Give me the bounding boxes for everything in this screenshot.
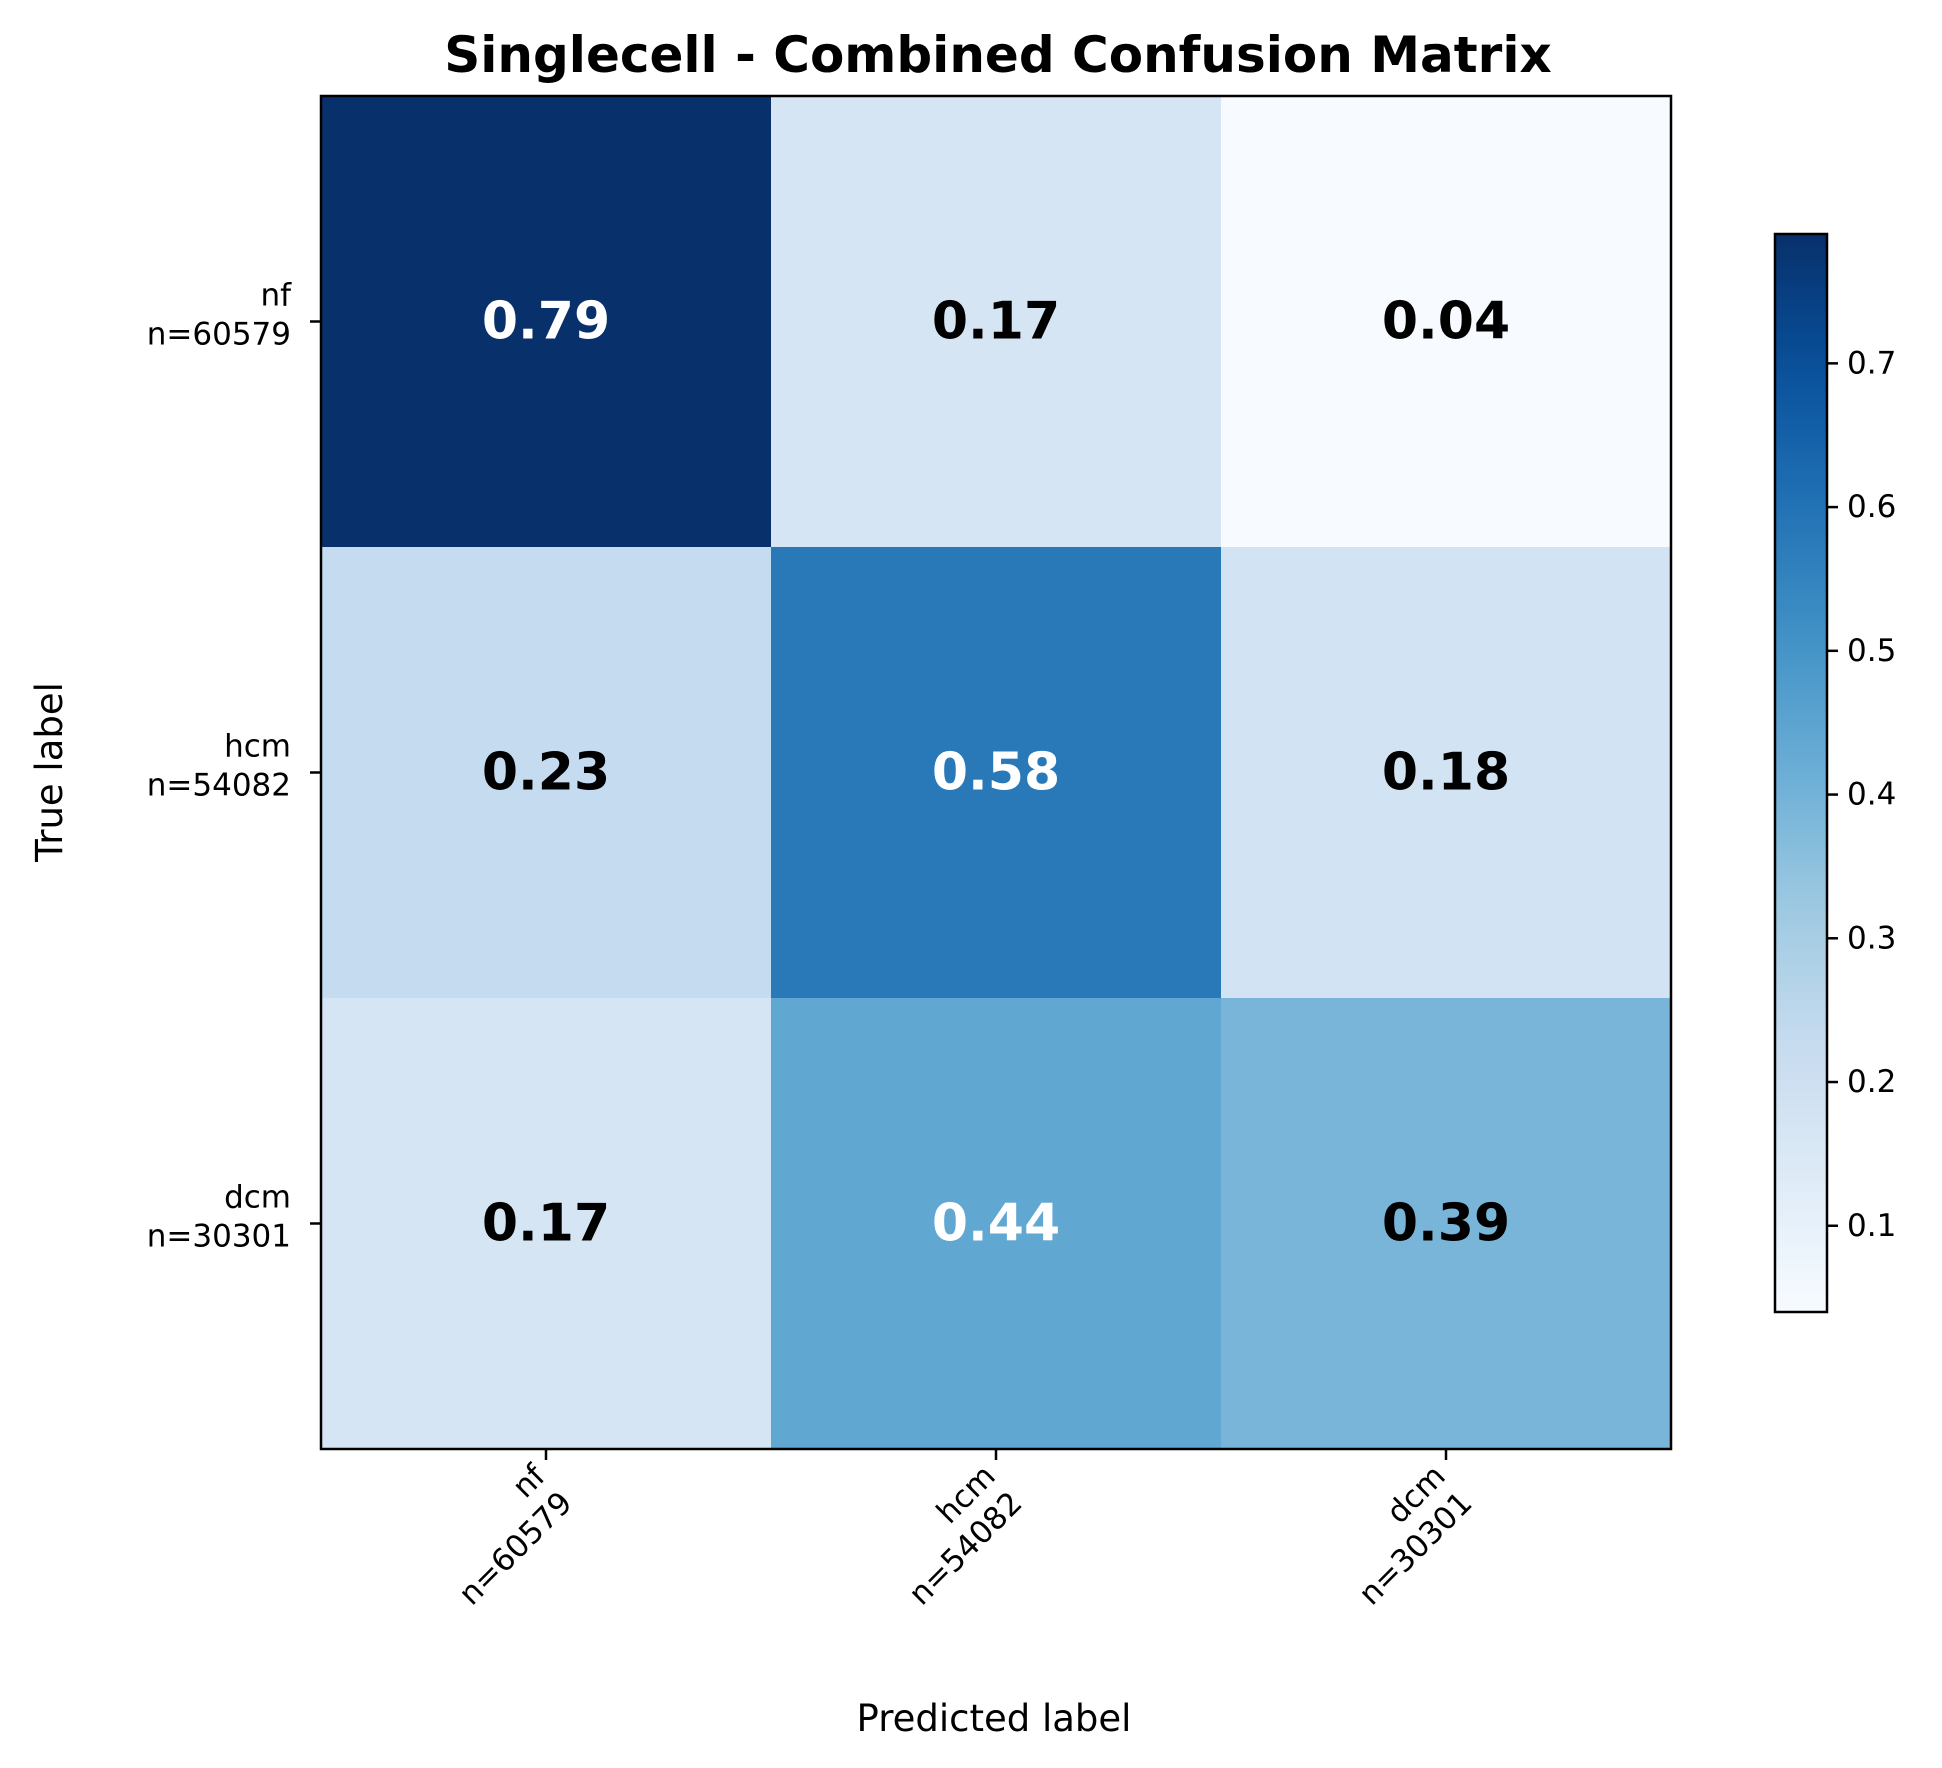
colorbar	[1773, 232, 1829, 1314]
heatmap-cell-dcm-nf	[321, 998, 772, 1450]
y-tick-label-count: n=60579	[147, 317, 291, 353]
heatmap-cell-hcm-hcm	[771, 547, 1222, 999]
cell-value-label: 0.44	[932, 1194, 1060, 1254]
y-tick-label-name: hcm	[224, 729, 291, 765]
colorbar-tick-label: 0.4	[1847, 777, 1896, 813]
heatmap-cell-hcm-dcm	[1221, 547, 1672, 999]
heatmap-cell-nf-dcm	[1221, 96, 1672, 548]
heatmap-cell-nf-nf	[321, 96, 772, 548]
heatmap-cell-nf-hcm	[771, 96, 1222, 548]
colorbar-ticks: 0.1 0.2 0.3 0.4 0.5 0.6 0.7	[1827, 345, 1896, 1244]
heatmap-cell-dcm-dcm	[1221, 998, 1672, 1450]
cell-value-label: 0.04	[1382, 292, 1510, 352]
x-axis-label: Predicted label	[857, 1697, 1132, 1740]
cell-value-label: 0.17	[932, 292, 1060, 352]
x-tick-label-count: n=60579	[452, 1485, 579, 1612]
colorbar-tick-label: 0.7	[1847, 345, 1896, 381]
heatmap-cells	[321, 96, 1672, 1450]
y-tick-label-name: dcm	[224, 1180, 291, 1216]
colorbar-tick-label: 0.6	[1847, 489, 1896, 525]
heatmap-cell-dcm-hcm	[771, 998, 1222, 1450]
y-axis-label: True label	[28, 682, 71, 863]
chart-title: Singlecell - Combined Confusion Matrix	[444, 26, 1551, 84]
heatmap-cell-labels: 0.79 0.17 0.04 0.23 0.58 0.18 0.17 0.44 0.39	[482, 292, 1510, 1254]
cell-value-label: 0.18	[1382, 743, 1510, 803]
y-tick-label-count: n=30301	[147, 1219, 291, 1255]
colorbar-tick-label: 0.1	[1847, 1208, 1896, 1244]
cell-value-label: 0.17	[482, 1194, 610, 1254]
cell-value-label: 0.58	[932, 743, 1060, 803]
x-tick-label: nfn=60579	[452, 1457, 579, 1612]
y-tick-label-count: n=54082	[147, 768, 291, 804]
cell-value-label: 0.79	[482, 292, 610, 352]
y-tick-label-name: nf	[260, 278, 292, 314]
cell-value-label: 0.39	[1382, 1194, 1510, 1254]
cell-value-label: 0.23	[482, 743, 610, 803]
colorbar-tick-label: 0.3	[1847, 920, 1896, 956]
colorbar-tick-label: 0.2	[1847, 1064, 1896, 1100]
heatmap-cell-hcm-nf	[321, 547, 772, 999]
colorbar-tick-label: 0.5	[1847, 633, 1896, 669]
